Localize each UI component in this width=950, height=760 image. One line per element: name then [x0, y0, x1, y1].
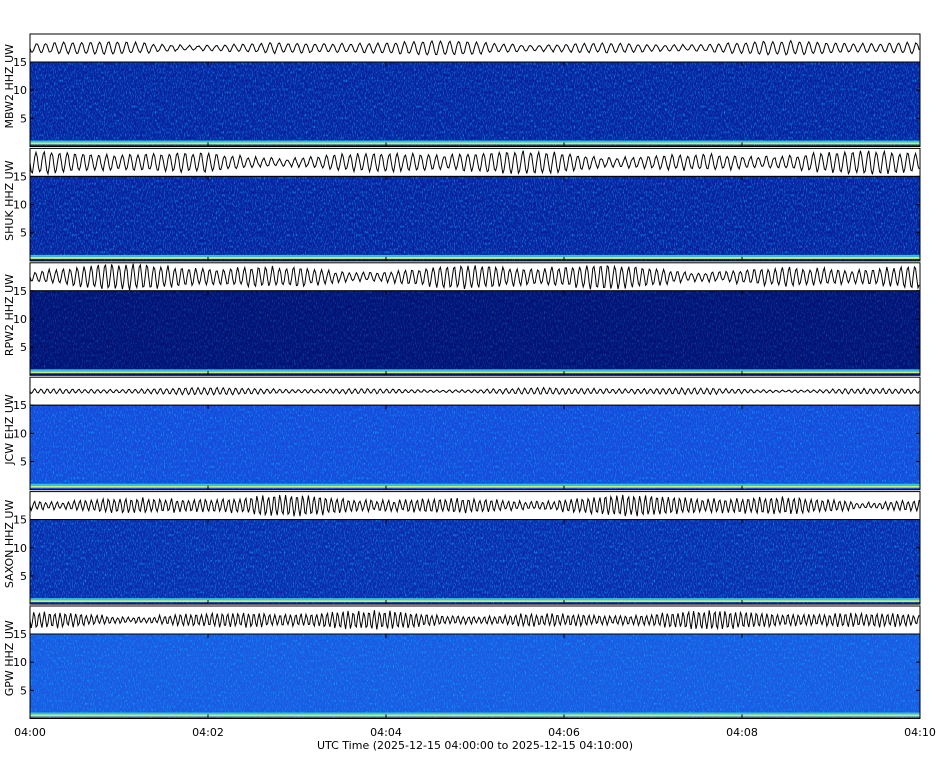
low-frequency-edge: [30, 254, 920, 257]
station-label: MBW2 HHZ UW: [3, 44, 16, 129]
station-label: SHUK HHZ UW: [3, 160, 16, 241]
waveform-frame: [29, 33, 921, 63]
y-tick-label: 5: [20, 570, 27, 583]
low-frequency-edge: [30, 712, 920, 715]
y-tick-label: 15: [13, 399, 27, 412]
spectrogram-noise: [30, 290, 920, 376]
low-frequency-edge: [30, 483, 920, 486]
spectrogram-noise: [30, 62, 920, 147]
waveform: [29, 263, 920, 291]
low-frequency-edge: [30, 369, 920, 372]
y-tick-label: 15: [13, 170, 27, 183]
low-frequency-band: [30, 256, 920, 259]
y-tick-label: 5: [20, 456, 27, 469]
low-frequency-band: [30, 714, 920, 717]
y-tick-label: 15: [13, 56, 27, 69]
spectrogram-frame: [29, 519, 921, 605]
waveform: [29, 494, 920, 517]
x-tick-label: 04:08: [726, 726, 758, 739]
spectrogram-noise: [30, 176, 920, 261]
station-label: RPW2 HHZ UW: [3, 274, 16, 356]
low-frequency-edge: [30, 140, 920, 143]
y-tick-label: 10: [13, 84, 27, 97]
y-tick-label: 5: [20, 112, 27, 125]
y-tick-label: 5: [20, 684, 27, 697]
y-tick-label: 10: [13, 542, 27, 555]
y-tick-label: 10: [13, 656, 27, 669]
low-frequency-edge: [30, 598, 920, 601]
spectrogram-noise: [30, 405, 920, 490]
waveform: [29, 149, 920, 176]
y-tick-label: 15: [13, 628, 27, 641]
spectrogram-noise: [30, 634, 920, 719]
x-tick-label: 04:04: [370, 726, 402, 739]
x-tick-label: 04:00: [14, 726, 46, 739]
low-frequency-band: [30, 600, 920, 603]
station-label: JCW EHZ UW: [3, 394, 16, 466]
low-frequency-band: [30, 371, 920, 374]
spectrogram-noise: [30, 519, 920, 605]
waveform: [29, 39, 920, 56]
spectrogram-frame: [29, 61, 921, 147]
spectrogram-frame: [29, 633, 921, 719]
y-tick-label: 10: [13, 313, 27, 326]
spectrogram-frame: [29, 404, 921, 491]
y-tick-label: 10: [13, 427, 27, 440]
low-frequency-band: [30, 142, 920, 145]
y-tick-label: 5: [20, 341, 27, 354]
x-axis-label: UTC Time (2025-12-15 04:00:00 to 2025-12…: [317, 739, 633, 752]
x-tick-label: 04:02: [192, 726, 224, 739]
station-label: SAXON HHZ UW: [3, 500, 16, 589]
spectrogram-frame: [29, 175, 921, 262]
y-tick-label: 5: [20, 227, 27, 240]
x-tick-label: 04:10: [904, 726, 936, 739]
low-frequency-band: [30, 485, 920, 488]
y-tick-label: 10: [13, 199, 27, 212]
waveform-frame: [29, 147, 921, 177]
x-tick-label: 04:06: [548, 726, 580, 739]
y-tick-label: 15: [13, 285, 27, 298]
waveform: [29, 610, 920, 631]
y-tick-label: 15: [13, 514, 27, 527]
spectrogram-frame: [29, 290, 921, 376]
waveform: [29, 386, 920, 396]
station-label: GPW HHZ UW: [3, 620, 16, 696]
